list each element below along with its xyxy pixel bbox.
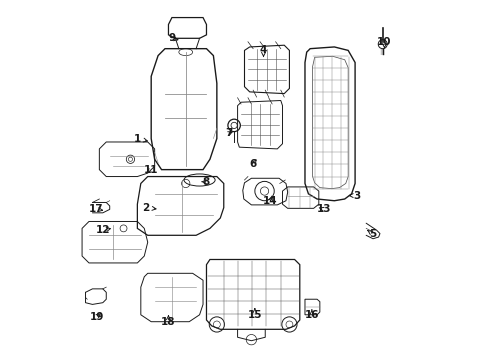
Text: 17: 17 bbox=[89, 204, 103, 214]
Text: 9: 9 bbox=[168, 33, 175, 43]
Text: 3: 3 bbox=[352, 190, 360, 201]
Text: 12: 12 bbox=[96, 225, 110, 235]
Text: 6: 6 bbox=[249, 159, 256, 170]
Text: 14: 14 bbox=[263, 196, 277, 206]
Text: 5: 5 bbox=[368, 229, 375, 239]
Text: 18: 18 bbox=[161, 317, 175, 327]
Text: 19: 19 bbox=[90, 311, 104, 321]
Text: 16: 16 bbox=[304, 310, 319, 320]
Text: 2: 2 bbox=[142, 203, 149, 213]
Text: 13: 13 bbox=[316, 204, 330, 214]
Text: 4: 4 bbox=[259, 45, 266, 55]
Text: 11: 11 bbox=[143, 165, 158, 175]
Text: 8: 8 bbox=[203, 177, 210, 187]
Text: 15: 15 bbox=[247, 310, 262, 320]
Text: 7: 7 bbox=[225, 129, 232, 138]
Text: 10: 10 bbox=[376, 37, 391, 47]
Text: 1: 1 bbox=[133, 134, 141, 144]
